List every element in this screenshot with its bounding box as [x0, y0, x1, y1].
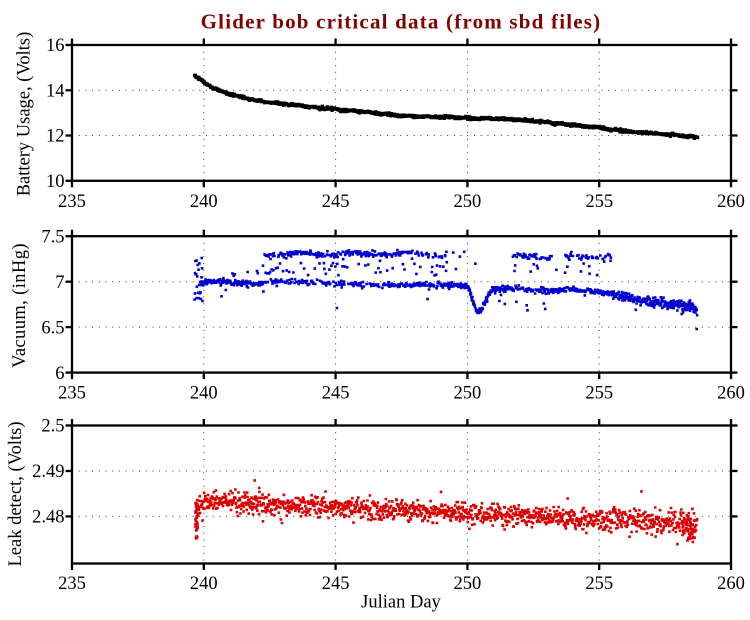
svg-text:245: 245: [322, 192, 350, 212]
svg-text:245: 245: [322, 574, 350, 594]
svg-text:240: 240: [190, 574, 218, 594]
svg-text:2.49: 2.49: [32, 462, 64, 482]
svg-text:260: 260: [717, 192, 745, 212]
svg-text:2.5: 2.5: [41, 417, 64, 437]
svg-text:260: 260: [717, 383, 745, 403]
svg-text:235: 235: [58, 192, 86, 212]
svg-text:Julian Day: Julian Day: [361, 593, 441, 613]
svg-text:10: 10: [46, 172, 65, 192]
svg-text:7.5: 7.5: [41, 227, 64, 247]
svg-text:12: 12: [46, 127, 65, 147]
svg-text:250: 250: [454, 383, 482, 403]
svg-text:16: 16: [46, 36, 65, 56]
svg-text:Vacuum, (inHg): Vacuum, (inHg): [10, 243, 30, 368]
svg-text:255: 255: [585, 383, 613, 403]
svg-text:240: 240: [190, 192, 218, 212]
svg-text:255: 255: [585, 192, 613, 212]
svg-text:250: 250: [454, 192, 482, 212]
svg-text:6: 6: [55, 364, 64, 384]
svg-text:260: 260: [717, 574, 745, 594]
svg-text:14: 14: [46, 82, 65, 102]
svg-text:Battery Usage, (Volts): Battery Usage, (Volts): [15, 32, 35, 197]
svg-text:235: 235: [58, 383, 86, 403]
svg-text:Leak detect, (Volts): Leak detect, (Volts): [6, 421, 26, 566]
svg-text:240: 240: [190, 383, 218, 403]
svg-text:235: 235: [58, 574, 86, 594]
svg-text:255: 255: [585, 574, 613, 594]
svg-text:Glider bob critical data (from: Glider bob critical data (from sbd files…: [201, 9, 602, 33]
svg-text:7: 7: [55, 273, 64, 293]
svg-text:6.5: 6.5: [41, 318, 64, 338]
svg-text:250: 250: [454, 574, 482, 594]
svg-text:245: 245: [322, 383, 350, 403]
svg-text:2.48: 2.48: [32, 508, 64, 528]
